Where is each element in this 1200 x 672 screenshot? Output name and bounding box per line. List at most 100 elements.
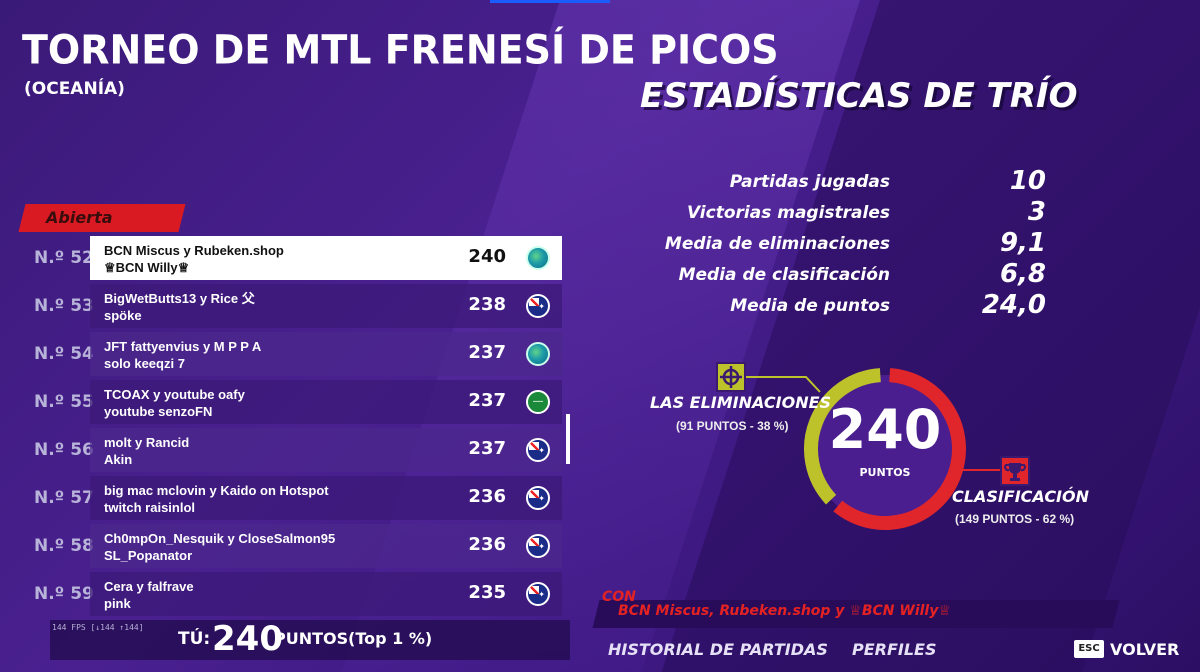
esc-key-icon: ESC xyxy=(1074,640,1104,658)
team-names: big mac mclovin y Kaido on Hotspot twitc… xyxy=(104,482,329,516)
team-line-2: Akin xyxy=(104,452,133,467)
points-donut-chart xyxy=(804,368,966,530)
stat-row: Media de clasificación 6,8 xyxy=(679,259,1070,290)
leaderboard-row[interactable]: N.º 55 TCOAX y youtube oafy youtube senz… xyxy=(22,380,562,424)
row-score: 237 xyxy=(468,342,506,363)
top-accent xyxy=(490,0,610,3)
row-body: BCN Miscus y Rubeken.shop ♕BCN Willy♕ 24… xyxy=(90,236,562,280)
row-score: 240 xyxy=(468,246,506,267)
stat-value: 3 xyxy=(1027,197,1046,227)
stat-row: Media de eliminaciones 9,1 xyxy=(665,228,1070,259)
trophy-icon xyxy=(1000,456,1030,486)
placement-arc xyxy=(833,368,966,530)
row-body: Cera y falfrave pink 235 xyxy=(90,572,562,616)
rank: N.º 56 xyxy=(34,440,94,460)
row-body: JFT fattyenvius y M P P A solo keeqzi 7 … xyxy=(90,332,562,376)
stat-label: Victorias magistrales xyxy=(686,203,890,223)
team-names: Cera y falfrave pink xyxy=(104,578,194,612)
stat-value: 24,0 xyxy=(981,290,1046,320)
row-body: molt y Rancid Akin 237 xyxy=(90,428,562,472)
row-score: 238 xyxy=(468,294,506,315)
team-line-1: JFT fattyenvius y M P P A xyxy=(104,339,262,354)
rank: N.º 59 xyxy=(34,584,94,604)
eliminations-label: LAS ELIMINACIONES xyxy=(650,393,832,412)
profiles-button[interactable]: PERFILES xyxy=(852,640,937,659)
stat-value: 6,8 xyxy=(999,259,1046,289)
leaderboard-row[interactable]: N.º 57 big mac mclovin y Kaido on Hotspo… xyxy=(22,476,562,520)
globe-icon xyxy=(526,246,550,270)
scrollbar-thumb[interactable] xyxy=(566,414,570,464)
row-body: Ch0mpOn_Nesquik y CloseSalmon95 SL_Popan… xyxy=(90,524,562,568)
row-score: 236 xyxy=(468,534,506,555)
leaderboard-row[interactable]: N.º 53 BigWetButts13 y Rice 父 spöke 238 xyxy=(22,284,562,328)
leaderboard-row[interactable]: N.º 52 BCN Miscus y Rubeken.shop ♕BCN Wi… xyxy=(22,236,562,280)
total-points: 240 xyxy=(828,398,942,461)
row-score: 237 xyxy=(468,438,506,459)
rank: N.º 54 xyxy=(34,344,94,364)
rank: N.º 55 xyxy=(34,392,94,412)
team-line-1: BigWetButts13 y Rice 父 xyxy=(104,291,255,306)
total-points-label: PUNTOS xyxy=(859,466,911,479)
stat-label: Media de puntos xyxy=(730,296,890,316)
leaderboard-row[interactable]: N.º 54 JFT fattyenvius y M P P A solo ke… xyxy=(22,332,562,376)
team-names: JFT fattyenvius y M P P A solo keeqzi 7 xyxy=(104,338,261,372)
eliminations-points: (91 PUNTOS - 38 %) xyxy=(676,419,789,433)
stat-label: Media de eliminaciones xyxy=(664,234,890,254)
team-line-2: SL_Popanator xyxy=(104,548,193,563)
australia-flag-icon xyxy=(526,486,550,510)
placement-points: (149 PUNTOS - 62 %) xyxy=(955,512,1075,526)
rank: N.º 53 xyxy=(34,296,94,316)
team-line-1: molt y Rancid xyxy=(104,435,190,450)
stat-row: Media de puntos 24,0 xyxy=(690,290,1070,321)
fps-counter: 144 FPS [↓144 ↑144] xyxy=(52,623,144,632)
you-label: TÚ: xyxy=(178,629,211,649)
rank: N.º 57 xyxy=(34,488,94,508)
your-score-units: PUNTOS xyxy=(274,629,349,648)
team-names: BigWetButts13 y Rice 父 spöke xyxy=(104,290,255,324)
leaderboard-row[interactable]: N.º 56 molt y Rancid Akin 237 xyxy=(22,428,562,472)
stat-row: Partidas jugadas 10 xyxy=(690,166,1070,197)
leaderboard-row[interactable]: N.º 59 Cera y falfrave pink 235 xyxy=(22,572,562,616)
team-with-label: CON xyxy=(602,589,636,605)
row-body: big mac mclovin y Kaido on Hotspot twitc… xyxy=(90,476,562,520)
stats-title: ESTADÍSTICAS DE TRÍO xyxy=(640,76,1078,116)
team-line-2: pink xyxy=(104,596,131,611)
rank: N.º 58 xyxy=(34,536,94,556)
your-score-bar xyxy=(50,620,570,660)
team-line-1: big mac mclovin y Kaido on Hotspot xyxy=(104,483,329,498)
team-line-2: solo keeqzi 7 xyxy=(104,356,185,371)
eliminations-arc xyxy=(804,368,881,505)
leaderboard-row[interactable]: N.º 58 Ch0mpOn_Nesquik y CloseSalmon95 S… xyxy=(22,524,562,568)
australia-flag-icon xyxy=(526,294,550,318)
row-score: 236 xyxy=(468,486,506,507)
stat-label: Media de clasificación xyxy=(678,265,890,285)
donut-center: 240 PUNTOS xyxy=(818,398,952,480)
row-body: BigWetButts13 y Rice 父 spöke 238 xyxy=(90,284,562,328)
crosshair-icon xyxy=(716,362,746,392)
team-line-2: twitch raisinlol xyxy=(104,500,196,515)
team-line-2: spöke xyxy=(104,308,142,323)
team-line-1: BCN Miscus y Rubeken.shop xyxy=(104,243,284,258)
australia-flag-icon xyxy=(526,438,550,462)
australia-flag-icon xyxy=(526,582,550,606)
team-line-2: ♕BCN Willy♕ xyxy=(104,260,190,275)
rank: N.º 52 xyxy=(34,248,94,268)
your-percentile: (Top 1 %) xyxy=(348,629,433,648)
page-title: TORNEO DE MTL FRENESÍ DE PICOS xyxy=(22,26,779,74)
stat-value: 9,1 xyxy=(999,228,1046,258)
saudi-flag-icon xyxy=(526,390,550,414)
team-members: BCN Miscus, Rubeken.shop y ♕BCN Willy♕ xyxy=(618,603,951,619)
team-line-1: TCOAX y youtube oafy xyxy=(104,387,245,402)
team-names: BCN Miscus y Rubeken.shop ♕BCN Willy♕ xyxy=(104,242,284,276)
australia-flag-icon xyxy=(526,534,550,558)
row-body: TCOAX y youtube oafy youtube senzoFN 237 xyxy=(90,380,562,424)
row-score: 235 xyxy=(468,582,506,603)
stat-row: Victorias magistrales 3 xyxy=(686,197,1070,228)
stat-label: Partidas jugadas xyxy=(729,172,890,192)
row-score: 237 xyxy=(468,390,506,411)
match-history-button[interactable]: HISTORIAL DE PARTIDAS xyxy=(608,640,828,659)
back-button[interactable]: VOLVER xyxy=(1110,640,1180,659)
team-line-2: youtube senzoFN xyxy=(104,404,213,419)
team-line-1: Ch0mpOn_Nesquik y CloseSalmon95 xyxy=(104,531,336,546)
your-score: 240 xyxy=(212,619,283,659)
